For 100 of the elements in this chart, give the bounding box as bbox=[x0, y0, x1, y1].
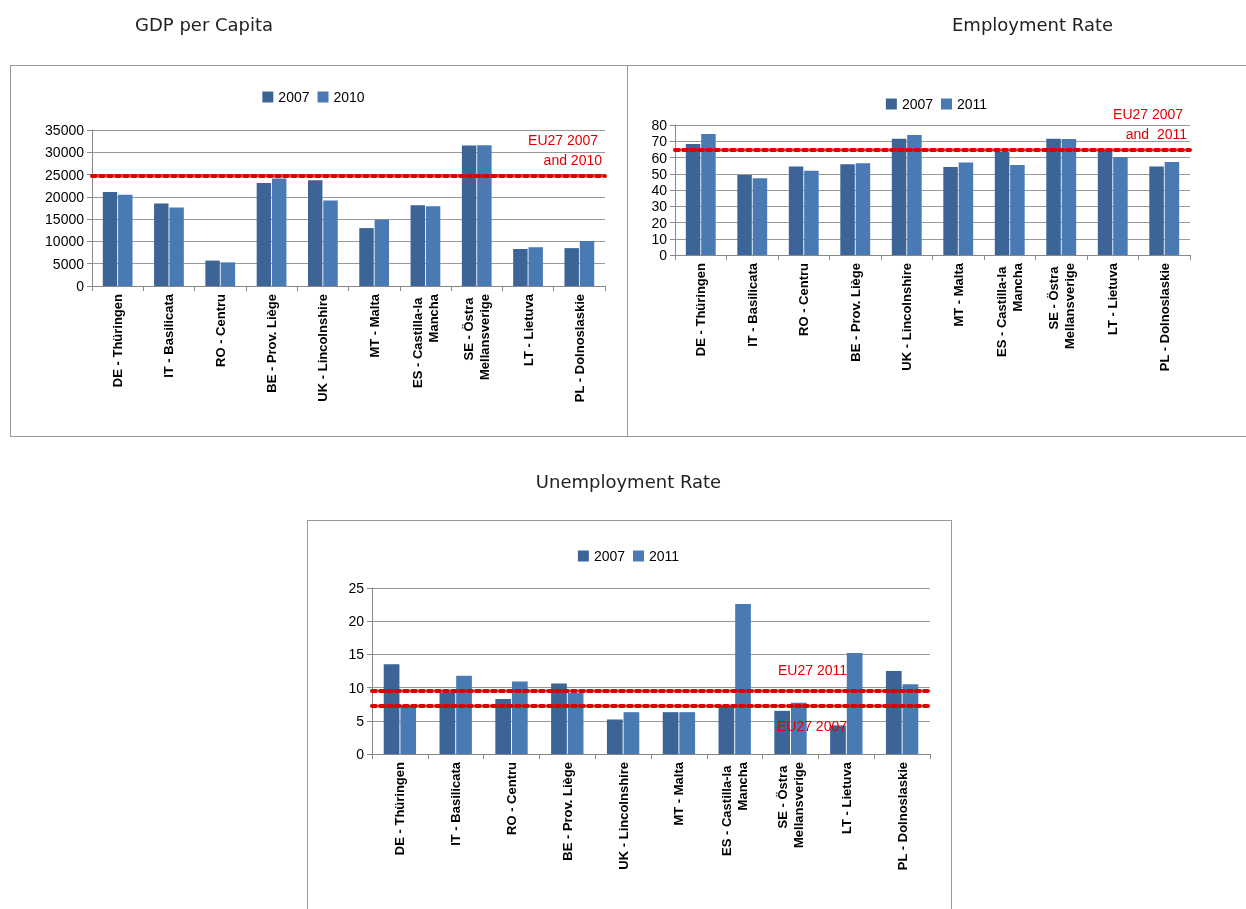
bar bbox=[564, 248, 579, 286]
bar bbox=[1113, 157, 1128, 255]
y-tick-label: 50 bbox=[651, 165, 668, 182]
y-tick-label: 0 bbox=[356, 746, 365, 762]
bar bbox=[359, 228, 374, 286]
bar bbox=[994, 151, 1010, 255]
chart-title: Employment Rate bbox=[952, 13, 1114, 35]
bar bbox=[718, 705, 735, 754]
bar bbox=[606, 719, 623, 754]
x-tick-label: MT - Malta bbox=[950, 262, 966, 327]
y-tick-label: 25 bbox=[348, 580, 365, 596]
bar bbox=[788, 166, 804, 255]
y-tick-label: 15000 bbox=[45, 211, 85, 228]
y-tick-label: 0 bbox=[659, 247, 668, 263]
y-tick-label: 30 bbox=[651, 198, 668, 215]
x-tick-label: MT - Malta bbox=[366, 293, 382, 358]
bar bbox=[551, 683, 567, 754]
y-tick-label: 10 bbox=[348, 679, 365, 696]
x-tick-label: SE - Östra Mellansverige bbox=[461, 294, 493, 380]
x-tick-label: UK - Lincolnshire bbox=[615, 762, 631, 870]
x-tick-label: UK - Lincolnshire bbox=[899, 263, 915, 371]
bar bbox=[461, 145, 477, 286]
bar bbox=[513, 249, 528, 286]
x-tick-label: DE - Thüringen bbox=[392, 761, 408, 856]
x-tick-label: ES - Castilla-la Mancha bbox=[409, 293, 441, 388]
y-tick-label: 10000 bbox=[45, 233, 85, 250]
y-tick-label: 70 bbox=[651, 133, 668, 150]
bar bbox=[256, 183, 272, 286]
x-tick-label: ES - Castilla-la Mancha bbox=[994, 262, 1026, 357]
y-tick-label: 20 bbox=[651, 214, 668, 231]
bar bbox=[623, 712, 640, 754]
x-tick-label: RO - Centru bbox=[212, 293, 228, 367]
legend-label: 2010 bbox=[333, 89, 365, 105]
legend-label: 2007 bbox=[278, 89, 310, 105]
bar bbox=[1097, 150, 1113, 255]
y-tick-label: 30000 bbox=[45, 144, 85, 161]
y-tick-label: 40 bbox=[651, 182, 668, 198]
bar bbox=[1061, 138, 1077, 255]
y-tick-label: 60 bbox=[651, 149, 668, 166]
bar bbox=[1149, 166, 1164, 255]
legend-label: 2011 bbox=[649, 548, 680, 564]
bar bbox=[891, 138, 907, 255]
x-tick-label: DE - Thüringen bbox=[110, 293, 126, 388]
x-tick-label: PL - Dolnoslaskie bbox=[571, 294, 587, 403]
y-tick-label: 10 bbox=[651, 230, 668, 247]
bar bbox=[662, 712, 679, 754]
legend-label: 2007 bbox=[593, 548, 626, 564]
bar bbox=[528, 247, 543, 286]
x-tick-label: RO - Centru bbox=[504, 761, 519, 835]
bar bbox=[1010, 164, 1025, 255]
bar bbox=[1046, 138, 1061, 255]
bar bbox=[737, 175, 752, 255]
y-tick-label: 20 bbox=[348, 613, 365, 630]
x-tick-label: LT - Lietuva bbox=[520, 293, 536, 366]
bar bbox=[307, 180, 323, 286]
legend-label: 2011 bbox=[957, 96, 988, 112]
ref-line-label: EU27 2007 and 2011 bbox=[1113, 105, 1188, 142]
bar bbox=[220, 262, 236, 286]
bar bbox=[804, 170, 819, 255]
x-tick-label: SE - Östra Mellansverige bbox=[775, 762, 806, 848]
bar bbox=[425, 206, 441, 286]
x-tick-label: PL - Dolnoslaskie bbox=[1156, 263, 1172, 372]
x-tick-label: IT - Basilicata bbox=[161, 293, 177, 378]
bar bbox=[701, 133, 716, 255]
bar bbox=[907, 135, 922, 255]
bar bbox=[205, 260, 220, 286]
y-tick-label: 5000 bbox=[52, 255, 85, 272]
x-tick-label: ES - Castilla-la Mancha bbox=[719, 761, 751, 856]
bar bbox=[735, 603, 751, 754]
bar bbox=[400, 705, 417, 754]
bar bbox=[885, 671, 902, 754]
x-tick-label: BE - Prov. Liège bbox=[847, 263, 863, 362]
bar bbox=[169, 207, 184, 286]
bar bbox=[102, 191, 118, 286]
ref-line-label: EU27 2011 bbox=[777, 662, 848, 679]
chart-title: GDP per Capita bbox=[135, 13, 274, 35]
y-tick-label: 20000 bbox=[45, 188, 85, 205]
bar bbox=[752, 178, 768, 255]
bar bbox=[1164, 162, 1180, 255]
y-tick-label: 35000 bbox=[45, 122, 85, 138]
x-tick-label: RO - Centru bbox=[796, 262, 812, 336]
bar bbox=[685, 144, 701, 255]
bar bbox=[271, 178, 287, 286]
y-tick-label: 25000 bbox=[45, 166, 85, 183]
x-tick-label: LT - Lietuva bbox=[1105, 262, 1121, 335]
bar bbox=[477, 145, 492, 286]
x-tick-label: IT - Basilicata bbox=[744, 262, 760, 347]
x-tick-label: UK - Lincolnshire bbox=[315, 294, 331, 402]
bar bbox=[579, 240, 595, 286]
x-tick-label: BE - Prov. Liège bbox=[264, 294, 280, 393]
x-tick-label: LT - Lietuva bbox=[838, 761, 854, 834]
bar bbox=[855, 163, 871, 255]
y-tick-label: 15 bbox=[348, 646, 365, 663]
chart-title: Unemployment Rate bbox=[535, 470, 722, 492]
y-tick-label: 80 bbox=[651, 117, 668, 133]
bar bbox=[958, 162, 974, 255]
bar bbox=[840, 164, 855, 255]
x-tick-label: MT - Malta bbox=[671, 761, 687, 826]
x-tick-label: PL - Dolnoslaskie bbox=[894, 762, 910, 871]
legend-label: 2007 bbox=[901, 96, 934, 112]
